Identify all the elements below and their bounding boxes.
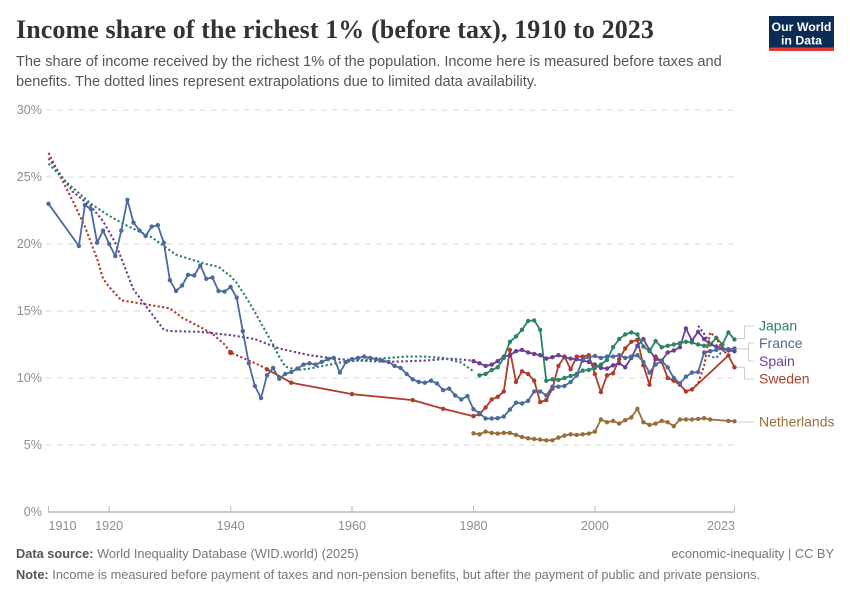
svg-text:1980: 1980 (459, 519, 487, 533)
svg-text:Spain: Spain (759, 353, 795, 369)
svg-text:in Data: in Data (781, 34, 822, 48)
svg-text:benefits. The dotted lines rep: benefits. The dotted lines represent ext… (16, 74, 537, 90)
svg-text:Sweden: Sweden (759, 371, 810, 387)
svg-text:30%: 30% (17, 103, 42, 117)
svg-text:Japan: Japan (759, 318, 797, 334)
svg-text:France: France (759, 335, 803, 351)
svg-text:1960: 1960 (338, 519, 366, 533)
svg-text:10%: 10% (17, 371, 42, 385)
svg-text:Income share of the richest 1%: Income share of the richest 1% (before t… (16, 15, 654, 44)
svg-text:1910: 1910 (49, 519, 77, 533)
svg-text:Our World: Our World (772, 20, 832, 34)
svg-text:15%: 15% (17, 304, 42, 318)
svg-text:Note: Income is measured befor: Note: Income is measured before payment … (16, 567, 760, 582)
svg-text:Data source: World Inequality: Data source: World Inequality Database (… (16, 546, 359, 561)
svg-text:1920: 1920 (95, 519, 123, 533)
svg-text:1940: 1940 (217, 519, 245, 533)
svg-text:economic-inequality | CC BY: economic-inequality | CC BY (671, 546, 834, 561)
svg-text:20%: 20% (17, 237, 42, 251)
svg-text:25%: 25% (17, 170, 42, 184)
svg-text:5%: 5% (24, 438, 42, 452)
svg-text:0%: 0% (24, 505, 42, 519)
svg-text:The share of income received b: The share of income received by the rich… (16, 54, 722, 70)
svg-text:Netherlands: Netherlands (759, 414, 835, 430)
svg-text:2000: 2000 (581, 519, 609, 533)
svg-text:2023: 2023 (707, 519, 735, 533)
